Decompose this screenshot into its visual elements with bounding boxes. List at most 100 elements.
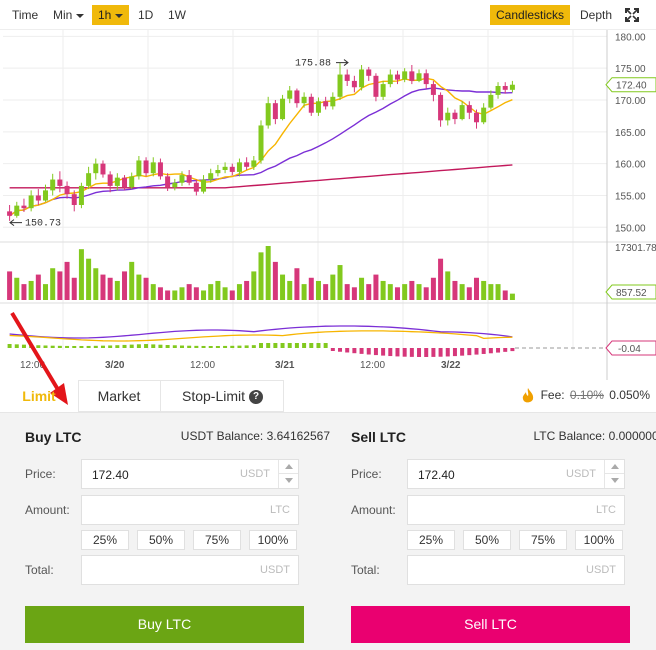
macd-bar	[187, 345, 192, 348]
sell-pct-50[interactable]: 50%	[463, 530, 511, 550]
candle	[129, 176, 135, 188]
volume-bar	[14, 277, 20, 300]
macd-bar	[14, 344, 19, 348]
sell-pct-25[interactable]: 25%	[407, 530, 455, 550]
macd-bar	[136, 344, 141, 348]
chevron-down-icon	[76, 13, 85, 18]
candle	[236, 162, 242, 172]
candle	[287, 90, 293, 99]
macd-bar	[72, 345, 77, 348]
volume-bar	[452, 280, 458, 300]
volume-bar	[344, 284, 350, 300]
volume-bar	[201, 290, 207, 300]
macd-panel	[7, 325, 607, 357]
volume-bar	[430, 277, 436, 300]
candle	[28, 195, 34, 209]
macd-current-tag	[605, 340, 656, 356]
buy-pct-75[interactable]: 75%	[193, 530, 241, 550]
sell-price-increment[interactable]	[605, 460, 624, 474]
depth-button[interactable]: Depth	[580, 8, 613, 22]
macd-bar	[366, 348, 371, 355]
macd-bar	[345, 348, 350, 353]
interval-dropdown[interactable]: 1h	[92, 5, 130, 25]
buy-pct-25[interactable]: 25%	[81, 530, 129, 550]
tab-limit[interactable]: Limit	[22, 388, 56, 404]
sell-amount-input[interactable]: LTC	[407, 495, 625, 525]
volume-bar	[495, 284, 501, 300]
buy-price-decrement[interactable]	[279, 474, 298, 488]
macd-bar	[438, 348, 443, 357]
volume-bar	[473, 277, 479, 300]
buy-price-increment[interactable]	[279, 460, 298, 474]
buy-amount-label: Amount:	[25, 503, 70, 517]
macd-bar	[395, 348, 400, 357]
buy-amount-input[interactable]: LTC	[81, 495, 299, 525]
macd-bar	[86, 345, 91, 348]
interval-label: 1h	[98, 8, 112, 22]
sell-price-decrement[interactable]	[605, 474, 624, 488]
volume-bar	[280, 274, 286, 300]
macd-bar	[50, 345, 55, 348]
volume-bar	[43, 284, 49, 300]
sell-ltc-button[interactable]: Sell LTC	[351, 606, 630, 643]
buy-pct-100[interactable]: 100%	[249, 530, 297, 550]
caret-down-icon	[285, 478, 293, 483]
candle	[308, 96, 314, 113]
price-chart[interactable]: 180.00 175.00 170.00 165.00 160.00 155.00 150.…	[0, 30, 656, 380]
volume-bar	[71, 277, 77, 300]
macd-bar	[151, 344, 156, 348]
volume-bar	[359, 277, 365, 300]
volume-bar	[351, 287, 357, 300]
candle	[330, 96, 336, 107]
candle	[473, 112, 479, 123]
help-icon[interactable]: ?	[249, 390, 264, 405]
price-tick-label: 175.00	[615, 64, 646, 75]
macd-line	[9, 325, 513, 339]
volume-bar	[157, 287, 163, 300]
macd-bar	[273, 343, 278, 348]
candle	[215, 170, 221, 174]
candle	[445, 112, 451, 121]
candle	[481, 107, 487, 123]
candle	[150, 162, 156, 174]
buy-pct-50[interactable]: 50%	[137, 530, 185, 550]
buy-ltc-button[interactable]: Buy LTC	[25, 606, 304, 643]
volume-bar	[330, 274, 336, 300]
candle	[488, 94, 494, 108]
fee-new: 0.050%	[609, 388, 650, 402]
candle	[495, 86, 501, 95]
macd-bar	[287, 343, 292, 348]
sell-pct-100[interactable]: 100%	[575, 530, 623, 550]
sell-total-input[interactable]: USDT	[407, 555, 625, 585]
low-price-label: 150.73	[25, 219, 61, 230]
candle	[93, 163, 99, 174]
volume-bar	[208, 284, 214, 300]
interval-1d-button[interactable]: 1D	[138, 8, 154, 22]
macd-bar	[79, 345, 84, 348]
candle	[265, 103, 271, 126]
volume-bar	[215, 280, 221, 300]
buy-price-input[interactable]: 172.40 USDT	[81, 459, 299, 489]
sell-total-label: Total:	[351, 563, 380, 577]
sell-pct-75[interactable]: 75%	[519, 530, 567, 550]
interval-1w-button[interactable]: 1W	[168, 8, 186, 22]
candle	[186, 175, 192, 183]
volume-bar	[229, 290, 235, 300]
candle	[315, 101, 321, 113]
chevron-down-icon	[115, 13, 124, 18]
tab-stop-limit[interactable]: Stop-Limit?	[160, 380, 284, 412]
fullscreen-button[interactable]	[622, 5, 642, 25]
sell-price-input[interactable]: 172.40 USDT	[407, 459, 625, 489]
volume-bar	[402, 284, 408, 300]
time-button[interactable]: Time	[12, 8, 39, 22]
candle	[222, 166, 228, 170]
candle	[14, 205, 20, 216]
macd-bar	[244, 345, 249, 348]
tab-market[interactable]: Market	[97, 388, 141, 404]
buy-total-input[interactable]: USDT	[81, 555, 299, 585]
candlesticks-button[interactable]: Candlesticks	[490, 5, 571, 25]
min-dropdown[interactable]: Min	[47, 5, 90, 25]
buy-form: Buy LTC USDT Balance: 3.64162567 Price: …	[25, 413, 330, 650]
volume-bar	[481, 280, 487, 300]
volume-bar	[301, 284, 307, 300]
